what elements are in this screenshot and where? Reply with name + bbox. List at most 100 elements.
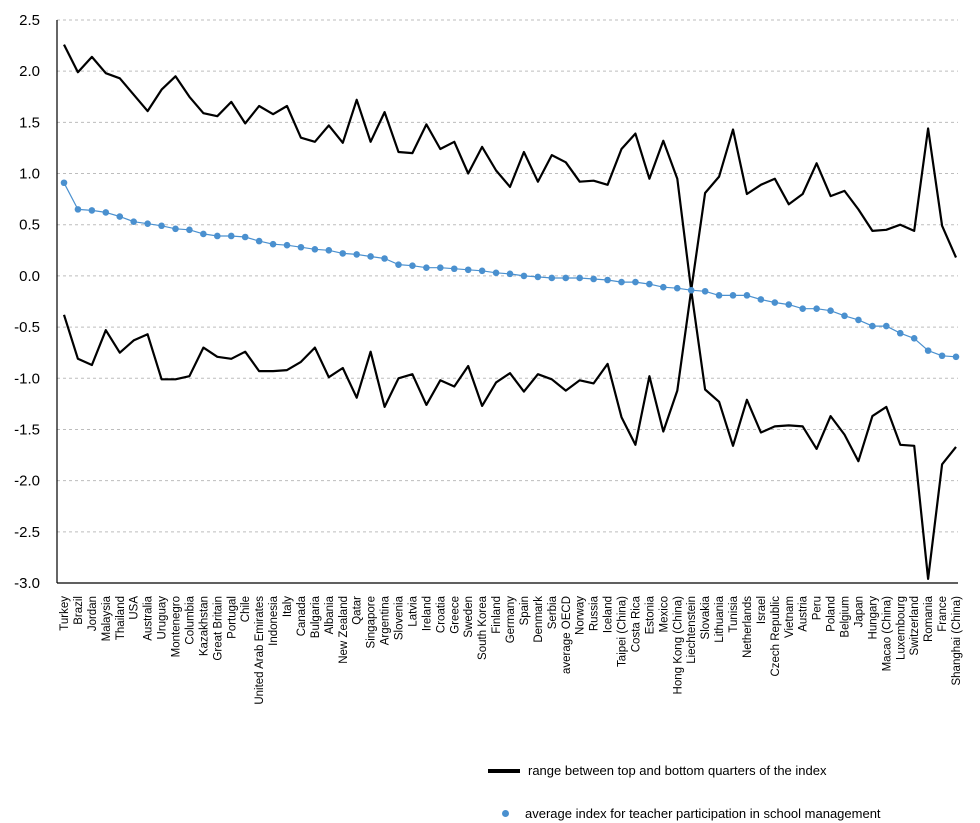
x-tick-label: Denmark: [533, 596, 545, 643]
y-tick-label: -0.5: [14, 319, 40, 336]
x-tick-label: United Arab Emirates: [254, 596, 266, 705]
x-tick-label: Estonia: [644, 595, 656, 634]
x-tick-label: Belgium: [840, 596, 852, 638]
average-point: [116, 213, 124, 220]
x-tick-label: Luxembourg: [895, 596, 907, 660]
x-tick-label: Spain: [519, 596, 531, 625]
x-tick-label: Mexico: [658, 596, 670, 632]
x-tick-label: Liechtenstein: [686, 596, 698, 664]
legend-average-label: average index for teacher participation …: [525, 806, 881, 821]
x-tick-label: Kazakhstan: [198, 596, 210, 656]
x-tick-label: Indonesia: [268, 595, 280, 645]
x-tick-label: France: [937, 596, 949, 632]
legend-average: average index for teacher participation …: [488, 806, 881, 821]
y-tick-label: -2.0: [14, 473, 40, 490]
x-tick-label: Albania: [324, 595, 336, 634]
y-tick-labels: 2.5 2.0 1.5 1.0 0.5 0.0 -0.5 -1.0 -1.5 -2.0 -2.5 -3…: [14, 12, 40, 592]
average-point: [186, 226, 193, 234]
x-tick-label: Canada: [296, 595, 308, 636]
average-point: [827, 307, 834, 315]
x-tick-label: Greece: [449, 596, 461, 634]
series-line-lower: [62, 289, 957, 581]
y-tick-label: -1.0: [14, 370, 40, 387]
average-point: [353, 251, 360, 258]
x-tick-label: Australia: [143, 595, 155, 640]
x-tick-label: Netherlands: [742, 596, 754, 658]
y-tick-label: 0.5: [19, 217, 40, 234]
average-point: [632, 278, 639, 286]
average-point: [227, 232, 235, 240]
x-tick-label: Costa Rica: [630, 595, 642, 652]
average-point: [367, 253, 374, 260]
x-tick-label: Singapore: [366, 596, 378, 648]
average-point: [743, 292, 751, 299]
average-point: [269, 240, 277, 248]
series-line-upper: [63, 44, 958, 292]
average-point: [576, 274, 583, 282]
average-point: [172, 225, 179, 233]
legend-average-swatch: [502, 810, 509, 817]
average-point: [841, 312, 848, 320]
x-tick-label: Ireland: [421, 596, 433, 631]
x-tick-label: USA: [129, 596, 141, 620]
average-point: [297, 243, 305, 251]
average-point: [883, 322, 890, 330]
average-point: [757, 296, 765, 303]
y-tick-label: 1.0: [19, 166, 40, 183]
average-point: [910, 335, 918, 342]
legend-range-swatch: [488, 768, 520, 773]
average-point: [813, 305, 820, 312]
average-point: [618, 278, 625, 286]
y-tick-label: 0.0: [19, 268, 40, 285]
x-tick-label: Peru: [812, 596, 824, 620]
series-line-average: [63, 182, 957, 358]
x-tick-labels: Turkey Brazil Jordan Malaysia Thailand USA Aus…: [59, 595, 963, 704]
x-tick-label: Slovenia: [394, 595, 406, 640]
average-point: [381, 255, 388, 262]
average-point: [896, 329, 904, 337]
average-point: [88, 207, 96, 214]
x-tick-label: Malaysia: [101, 595, 113, 641]
x-tick-label: Iceland: [603, 596, 615, 633]
x-tick-label: Macao (China): [881, 596, 893, 672]
x-tick-label: Montenegro: [171, 596, 183, 657]
y-tick-label: 2.0: [19, 63, 40, 80]
average-point: [450, 265, 458, 273]
x-tick-label: Israel: [756, 596, 768, 624]
x-tick-label: Lithuania: [714, 595, 726, 642]
x-tick-label: Italy: [282, 596, 294, 617]
legend-range: range between top and bottom quarters of…: [488, 763, 826, 778]
x-tick-label: Chile: [240, 596, 252, 622]
x-tick-label: Poland: [826, 596, 838, 632]
legend-range-label: range between top and bottom quarters of…: [528, 763, 827, 778]
average-point: [590, 275, 597, 283]
average-point: [869, 322, 876, 330]
x-tick-label: Norway: [575, 596, 587, 635]
x-tick-label: Croatia: [435, 595, 447, 633]
average-point: [339, 250, 347, 257]
average-point: [855, 316, 862, 324]
x-tick-label: South Korea: [477, 595, 489, 660]
x-tick-label: Portugal: [226, 596, 238, 639]
x-tick-label: Hong Kong (China): [672, 596, 684, 695]
x-tick-label: Austria: [798, 595, 810, 631]
average-point: [506, 270, 514, 278]
axes: [56, 20, 958, 584]
average-point: [687, 286, 695, 294]
average-point: [785, 301, 793, 308]
average-point: [60, 179, 68, 187]
x-tick-label: Slovakia: [700, 595, 712, 639]
x-tick-label: Russia: [589, 595, 601, 631]
x-tick-label: Brazil: [73, 596, 85, 625]
average-point: [562, 274, 570, 282]
series: [60, 44, 960, 581]
y-tick-label: -2.5: [14, 524, 40, 541]
average-point: [311, 245, 319, 253]
x-tick-label: Serbia: [547, 595, 559, 629]
x-tick-label: Vietnam: [784, 596, 796, 638]
average-point: [729, 292, 737, 299]
average-point: [214, 232, 221, 240]
x-tick-label: Argentina: [380, 595, 392, 645]
average-point: [799, 305, 806, 312]
